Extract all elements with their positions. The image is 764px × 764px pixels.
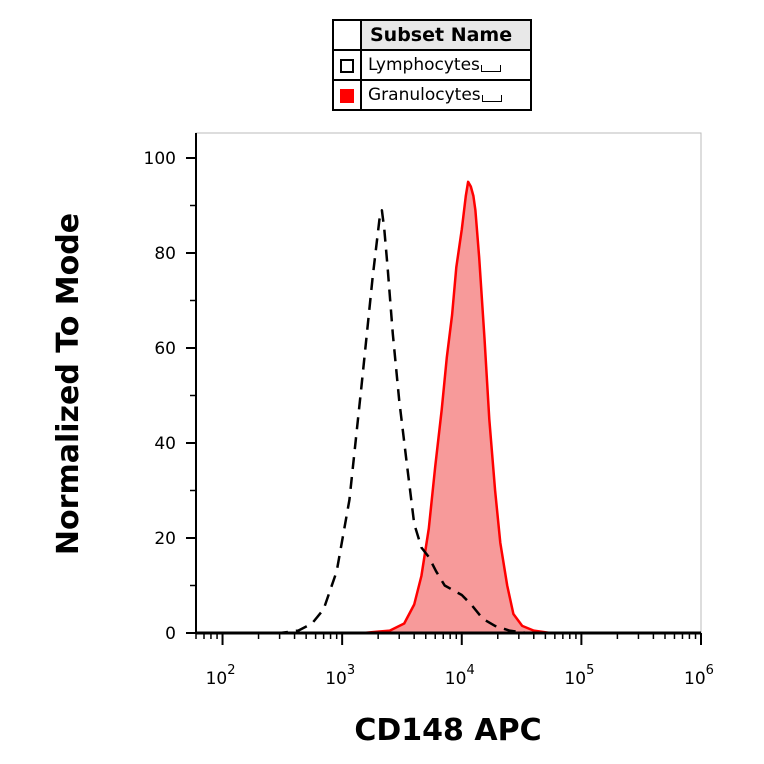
lymphocytes-swatch [340,59,354,73]
y-tick-label: 80 [154,244,176,264]
legend-header-blank-cell [332,19,362,51]
y-tick-label: 100 [144,149,176,169]
y-tick-label: 0 [165,624,176,644]
granulocytes-swatch [340,89,354,103]
x-tick-label: 103 [325,663,355,689]
y-tick-label: 40 [154,434,176,454]
y-axis-title: Normalized To Mode [51,213,86,555]
y-tick-label: 60 [154,339,176,359]
x-axis-title: CD148 APC [354,713,541,748]
legend-entry-granulocytes: Granulocytes [332,79,532,111]
x-tick-label: 102 [206,663,236,689]
legend-label-granulocytes: Granulocytes [368,85,481,105]
x-tick-label: 104 [445,663,475,689]
legend-color-box-icon [480,65,501,72]
legend-header: Subset Name [360,19,532,51]
x-tick-label: 105 [564,663,594,689]
legend-entry-lymphocytes: Lymphocytes [332,49,532,81]
legend-header-row: Subset Name [332,19,532,51]
legend-label-lymphocytes: Lymphocytes [368,55,480,75]
legend-color-box-icon [481,95,502,102]
lymphocytes-line [196,209,701,635]
granulocytes-line [196,180,701,635]
x-tick-label: 106 [684,663,714,689]
y-tick-label: 20 [154,529,176,549]
series-layer [196,180,701,635]
granulocytes-fill [196,181,701,634]
x-ticks: 102 103 104 105 106 [195,633,714,689]
y-ticks: 0 20 40 60 80 100 [144,149,196,644]
legend-table: Subset Name Lymphocytes Granulocytes [332,19,532,111]
